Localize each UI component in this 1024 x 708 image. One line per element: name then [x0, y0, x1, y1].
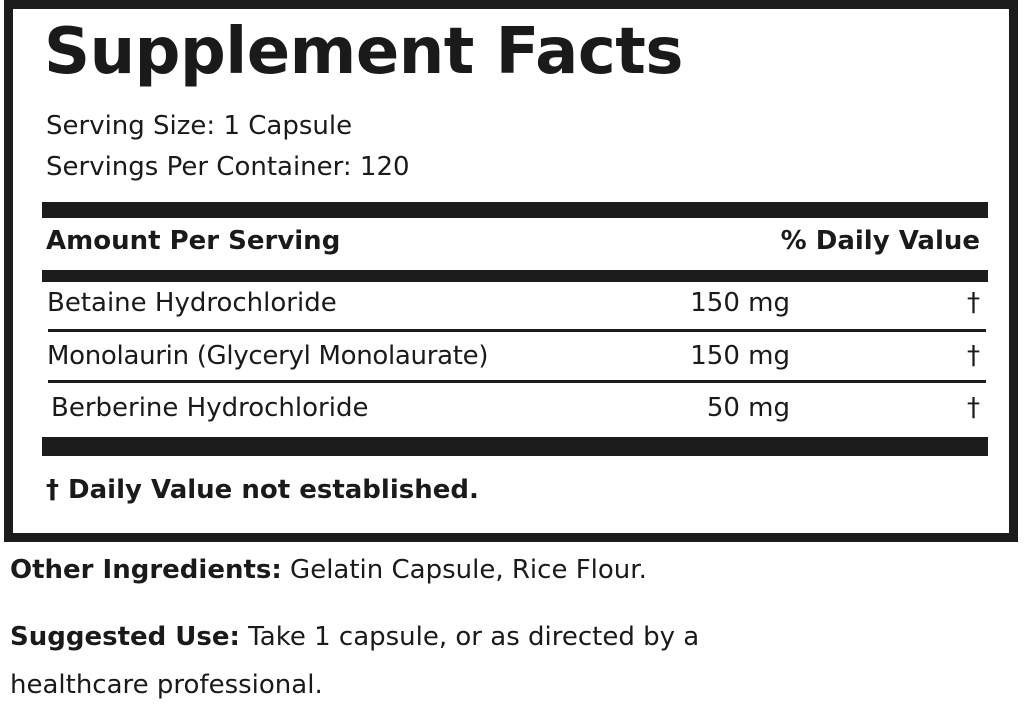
footnote: † Daily Value not established.: [46, 475, 479, 505]
ingredient-amount: 150 mg: [690, 341, 790, 371]
servings-per-container: Servings Per Container: 120: [46, 152, 410, 182]
thick-divider: [42, 437, 988, 456]
suggested-use: Suggested Use: Take 1 capsule, or as dir…: [10, 620, 699, 654]
suggested-use-label: Suggested Use:: [10, 622, 240, 652]
row-divider: [48, 380, 986, 383]
ingredient-dv: †: [967, 393, 980, 423]
ingredient-name: Berberine Hydrochloride: [51, 393, 369, 423]
thick-divider: [42, 202, 988, 218]
serving-size: Serving Size: 1 Capsule: [46, 111, 353, 141]
medium-divider: [42, 270, 988, 282]
suggested-use-continued: healthcare professional.: [10, 670, 323, 700]
other-ingredients-text: Gelatin Capsule, Rice Flour.: [281, 555, 647, 585]
row-divider: [48, 329, 986, 332]
ingredient-name: Betaine Hydrochloride: [47, 288, 337, 318]
amount-per-serving-header: Amount Per Serving: [46, 226, 341, 256]
other-ingredients-label: Other Ingredients:: [10, 555, 282, 585]
ingredient-amount: 50 mg: [706, 393, 790, 423]
panel-title: Supplement Facts: [44, 15, 683, 89]
supplement-facts-panel: [4, 0, 1018, 542]
other-ingredients: Other Ingredients: Gelatin Capsule, Rice…: [10, 553, 647, 587]
suggested-use-text: Take 1 capsule, or as directed by a: [239, 622, 700, 652]
ingredient-amount: 150 mg: [690, 288, 790, 318]
daily-value-header: % Daily Value: [780, 226, 980, 256]
ingredient-dv: †: [967, 288, 980, 318]
ingredient-dv: †: [967, 341, 980, 371]
ingredient-name: Monolaurin (Glyceryl Monolaurate): [47, 341, 489, 371]
